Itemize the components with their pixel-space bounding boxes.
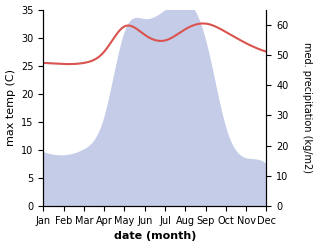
Y-axis label: max temp (C): max temp (C) (5, 69, 16, 146)
X-axis label: date (month): date (month) (114, 231, 196, 242)
Y-axis label: med. precipitation (kg/m2): med. precipitation (kg/m2) (302, 42, 313, 173)
